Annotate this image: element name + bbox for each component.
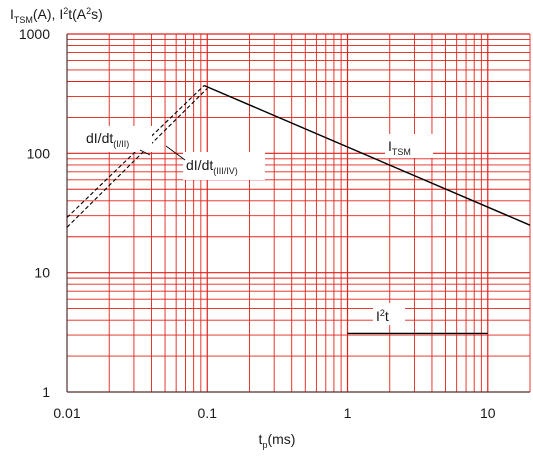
y-tick-label: 1 xyxy=(42,384,50,400)
leader-line-didt-1-2 xyxy=(139,149,151,156)
x-tick-label: 10 xyxy=(480,405,496,421)
grid-lines xyxy=(66,33,531,393)
series-label-didt-3-4: dI/dt(III/IV) xyxy=(186,157,238,176)
x-tick-label: 0.01 xyxy=(53,405,80,421)
y-tick-label: 1000 xyxy=(19,26,50,42)
y-axis-title: ITSM(A), I2t(A2s) xyxy=(10,6,103,25)
y-tick-label: 100 xyxy=(27,145,51,161)
series-line-didt-3-4 xyxy=(66,88,208,228)
label-bg-didt-1 xyxy=(82,126,152,152)
series-line-didt-1-2 xyxy=(66,85,205,218)
x-tick-label: 1 xyxy=(344,405,352,421)
label-bg-didt-2 xyxy=(183,152,265,180)
y-tick-labels: 1 10 100 1000 xyxy=(19,26,50,400)
series-label-didt-1-2: dI/dt(I/II) xyxy=(86,130,129,149)
series-label-itsm: ITSM xyxy=(388,138,411,157)
series-lines xyxy=(66,84,531,335)
x-tick-labels: 0.01 0.1 1 10 xyxy=(53,405,495,421)
leader-line-didt-3-4 xyxy=(165,145,186,161)
series-label-i2t: I2t xyxy=(376,308,389,324)
y-tick-label: 10 xyxy=(34,265,50,281)
series-line-itsm xyxy=(203,84,531,226)
x-axis-title: tp(ms) xyxy=(259,431,296,450)
x-tick-label: 0.1 xyxy=(198,405,218,421)
label-bg-itsm xyxy=(385,134,433,158)
label-bg-i2t xyxy=(373,303,405,325)
